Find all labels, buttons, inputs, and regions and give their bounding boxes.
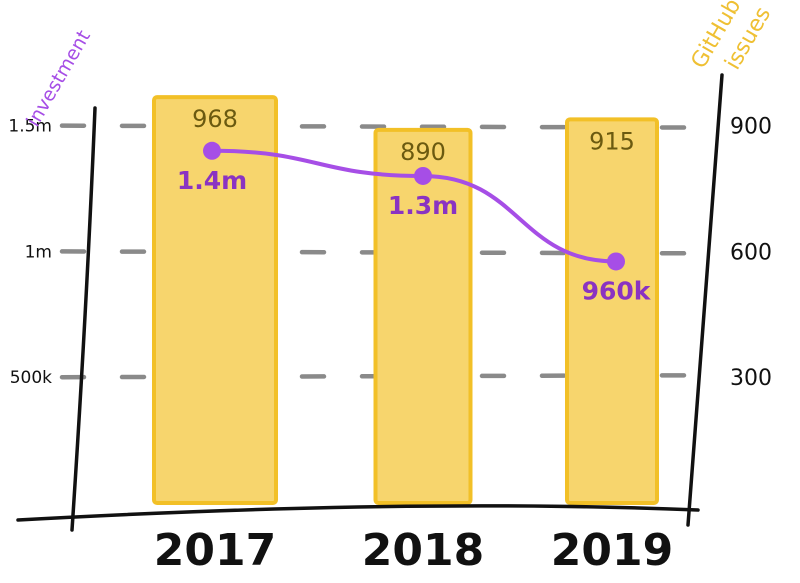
right-axis	[686, 73, 724, 527]
category-label-2018: 2018	[362, 525, 484, 576]
investment-value-label: 960k	[582, 276, 652, 305]
category-label-2019: 2019	[551, 525, 673, 576]
investment-point-2018	[414, 166, 432, 185]
left-axis	[70, 106, 97, 532]
bar-value-label: 915	[589, 127, 635, 155]
right-tick-label: 900	[730, 115, 772, 140]
x-axis	[16, 504, 700, 522]
axes	[16, 73, 724, 532]
right-tick-label: 300	[730, 366, 772, 391]
investment-value-label: 1.3m	[388, 191, 458, 220]
left-tick-label: 1.5m	[8, 117, 52, 137]
right-tick-label: 600	[730, 240, 772, 265]
left-tick-label: 500k	[10, 368, 52, 388]
right-tick-labels: 300 600 900	[730, 115, 772, 392]
bar-2017	[152, 95, 278, 506]
investment-point-2017	[203, 141, 221, 160]
left-tick-labels: 500k 1m 1.5m	[8, 117, 52, 389]
left-tick-label: 1m	[25, 242, 52, 262]
bars	[152, 95, 659, 506]
bar-value-label: 890	[400, 138, 446, 166]
category-label-2017: 2017	[154, 525, 276, 576]
bar-value-labels: 968 890 915	[192, 105, 635, 166]
investment-point-2019	[607, 252, 625, 271]
investment-line: 1.4m 1.3m 960k	[177, 141, 652, 305]
investment-value-label: 1.4m	[177, 166, 247, 195]
left-axis-title: investment	[22, 27, 95, 131]
bar-2019	[565, 117, 659, 505]
right-axis-title: GitHub issues	[687, 0, 777, 74]
category-labels: 2017 2018 2019	[154, 525, 673, 576]
bar-value-label: 968	[192, 105, 238, 133]
bar-2018	[373, 127, 473, 505]
